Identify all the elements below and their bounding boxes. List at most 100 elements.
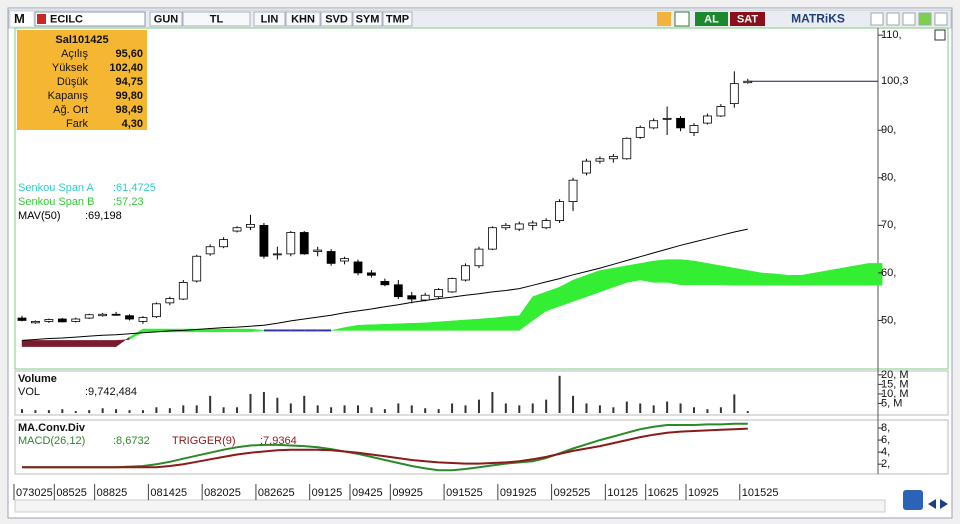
cloud-segment [62, 340, 77, 347]
y-tick-label: 90, [881, 124, 896, 136]
logo[interactable] [11, 12, 33, 26]
refresh-icon[interactable] [674, 11, 690, 27]
volume-bar [249, 393, 252, 413]
cloud-segment [666, 259, 681, 286]
legend-value: :57,23 [113, 196, 144, 208]
window-button[interactable] [886, 12, 900, 26]
candle-body [514, 223, 524, 230]
toolbar-button[interactable] [149, 11, 183, 27]
cloud-segment [48, 340, 63, 347]
x-tick-label: 081425 [150, 487, 187, 499]
info-value: 4,30 [122, 118, 143, 130]
y-tick-label: 6, [881, 434, 890, 446]
candle-body [125, 315, 134, 320]
info-label: Yüksek [52, 62, 89, 74]
toolbar-button[interactable] [285, 11, 321, 27]
info-title: Sal101425 [55, 34, 108, 46]
window-button[interactable] [902, 12, 916, 26]
x-tick-label: 09125 [312, 487, 343, 499]
volume-bar [679, 403, 682, 413]
toolbar-button[interactable] [352, 11, 383, 27]
buy-label: AL [704, 13, 719, 25]
x-tick-label: 08825 [97, 487, 128, 499]
candle-body [716, 106, 726, 117]
cloud-segment [707, 263, 722, 286]
candle-body [635, 126, 645, 138]
toolbar-button[interactable] [382, 11, 413, 27]
volume-bar [531, 403, 534, 413]
cloud-segment [586, 270, 601, 298]
cloud-segment [639, 260, 654, 283]
volume-bar [612, 407, 615, 413]
legend-name: TRIGGER(9) [172, 435, 236, 447]
cloud-segment [75, 340, 90, 347]
cloud-segment [209, 328, 224, 333]
window-button[interactable] [918, 12, 932, 26]
cloud-segment [814, 270, 829, 286]
toolbar-button[interactable] [182, 11, 251, 27]
buy-button[interactable] [695, 12, 728, 26]
indicator-line [22, 427, 748, 469]
candle-body [165, 298, 175, 304]
candle-body [313, 249, 323, 252]
cloud-segment [801, 272, 816, 286]
volume-bar [397, 403, 400, 413]
volume-bar [719, 407, 722, 413]
sync-button[interactable] [903, 490, 923, 510]
y-tick-label: 15, M [881, 378, 909, 390]
volume-bar [262, 392, 265, 413]
volume-bar [491, 392, 494, 413]
volume-bar [451, 403, 454, 413]
candle-body [299, 232, 309, 255]
cloud-segment [653, 259, 668, 283]
cloud-segment [747, 270, 762, 286]
cloud-segment [357, 324, 372, 331]
y-tick-label: 50, [881, 314, 896, 326]
volume-bar [572, 395, 575, 413]
toolbar-button[interactable] [320, 11, 353, 27]
cloud-segment [142, 328, 157, 333]
candle-body [501, 224, 511, 229]
candle-body [595, 158, 605, 162]
panel-button[interactable] [934, 29, 946, 41]
toolbar-button-label: SYM [356, 13, 380, 25]
volume-bar [330, 407, 333, 413]
scrollbar[interactable] [14, 499, 886, 513]
x-tick-label: 10625 [648, 487, 679, 499]
x-tick-label: 082625 [258, 487, 295, 499]
candle-body [541, 220, 551, 229]
candle-body [662, 117, 672, 120]
cloud-segment [451, 319, 466, 331]
cloud-segment [680, 259, 695, 286]
logo-letter: M [14, 11, 25, 26]
cloud-segment [465, 318, 480, 331]
cloud-segment [102, 340, 117, 347]
alert-icon[interactable] [657, 12, 671, 26]
sell-button[interactable] [730, 12, 765, 26]
nav-arrows[interactable] [928, 499, 948, 509]
cloud-segment [424, 321, 439, 331]
volume-bar [464, 405, 467, 413]
x-tick-label: 101525 [742, 487, 779, 499]
candle-body [31, 320, 40, 324]
toolbar-button[interactable] [253, 11, 286, 27]
candle-body [205, 246, 215, 255]
volume-bar [370, 407, 373, 413]
volume-bar [733, 394, 736, 413]
y-tick-label: 110, [881, 29, 902, 41]
cloud-segment [787, 275, 802, 286]
volume-bar [585, 403, 588, 413]
candle-body [326, 251, 336, 264]
volume-bar [21, 409, 23, 413]
x-tick-label: 09925 [392, 487, 423, 499]
y-tick-label: 70, [881, 219, 896, 231]
volume-bar [545, 399, 548, 413]
legend-value: :69,198 [85, 210, 122, 222]
window-button[interactable] [870, 12, 884, 26]
volume-bar [222, 407, 225, 413]
candle-body [393, 284, 403, 298]
symbol-field[interactable] [34, 11, 146, 27]
candle-body [434, 289, 444, 298]
window-button[interactable] [934, 12, 948, 26]
